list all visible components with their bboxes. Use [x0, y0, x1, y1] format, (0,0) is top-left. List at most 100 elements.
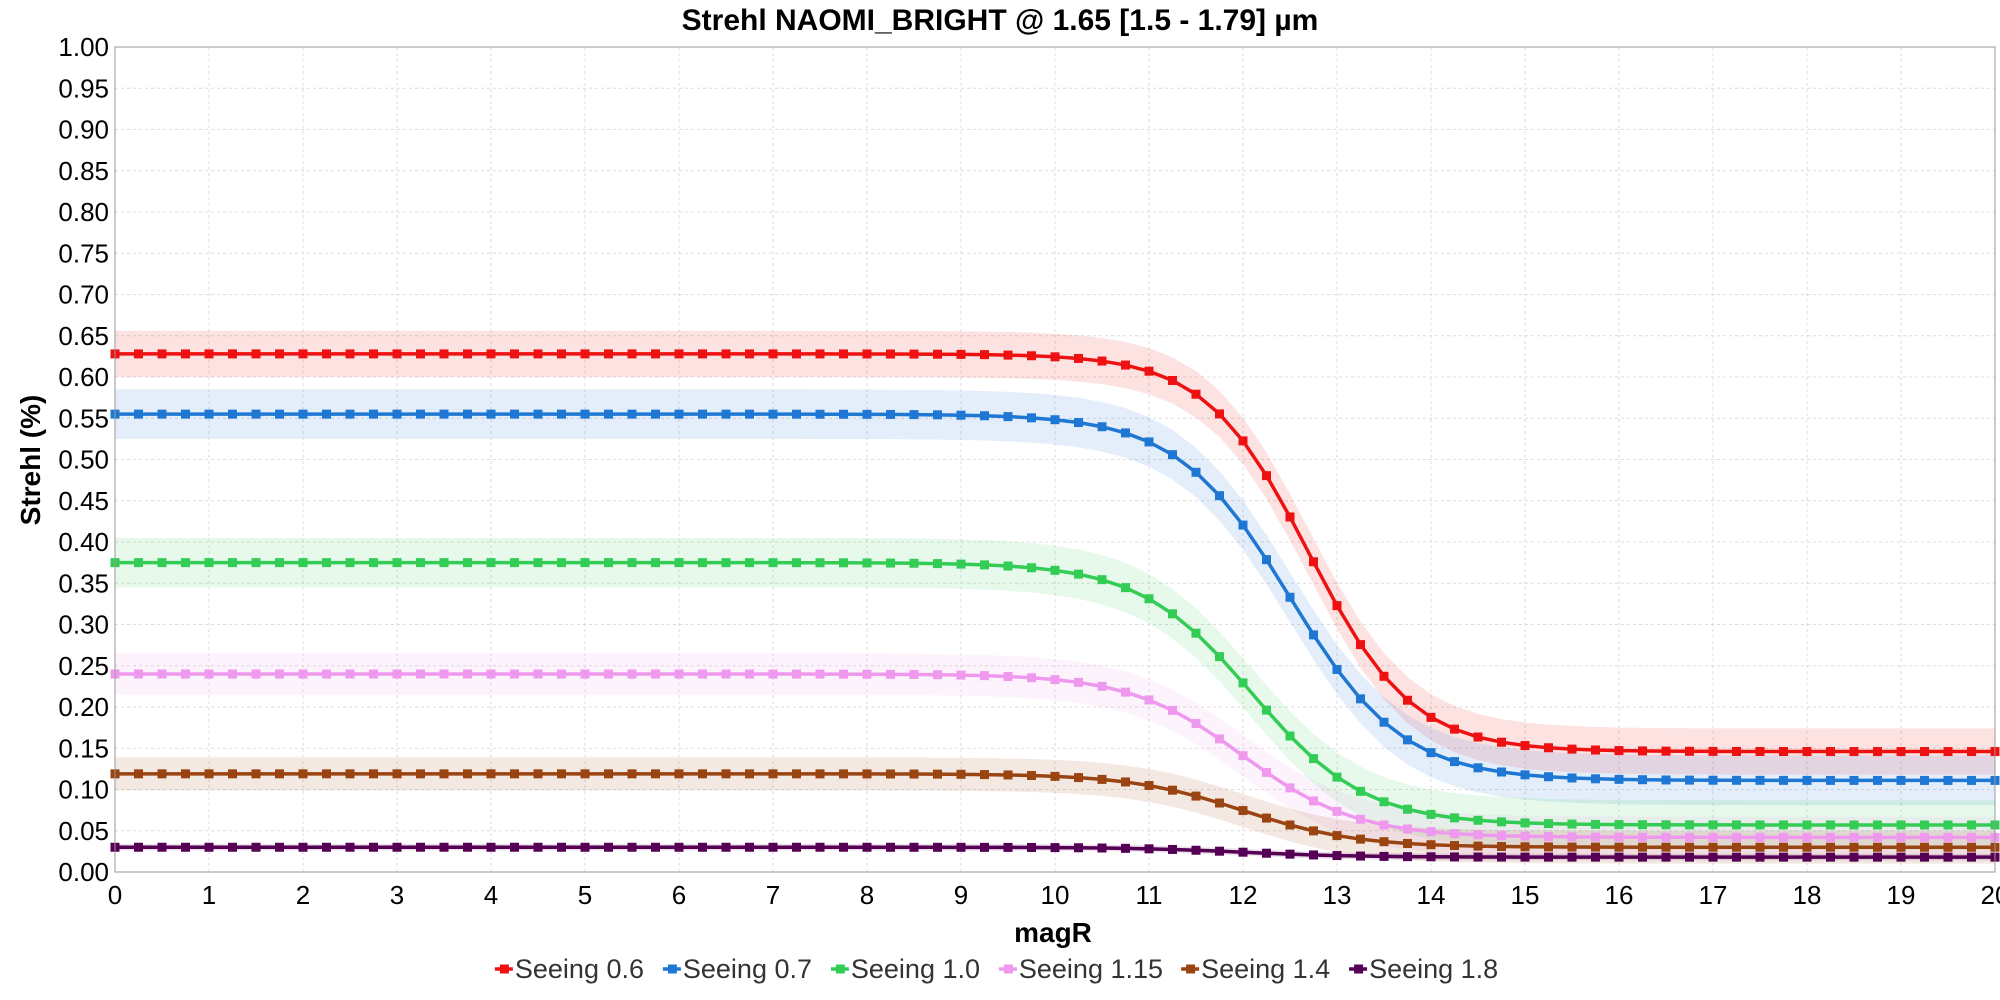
data-point [1121, 777, 1130, 787]
data-point [1426, 712, 1436, 722]
data-point [1262, 767, 1271, 777]
data-point [1638, 775, 1647, 785]
data-point [1520, 818, 1530, 828]
data-point [1403, 735, 1412, 745]
data-point [416, 769, 425, 779]
data-point [1826, 820, 1835, 830]
data-point [510, 769, 519, 779]
data-point [463, 409, 472, 419]
data-point [157, 769, 167, 779]
data-point [886, 349, 895, 359]
data-point [1356, 834, 1365, 844]
data-point [792, 558, 801, 568]
data-point [322, 409, 331, 419]
data-point [1191, 467, 1201, 477]
data-point [1144, 437, 1154, 447]
data-point [1685, 820, 1694, 830]
data-point [181, 842, 190, 852]
data-point [1826, 842, 1835, 852]
data-point [275, 669, 284, 679]
data-point [228, 558, 237, 568]
data-point [1050, 771, 1060, 781]
data-point [1802, 747, 1812, 757]
data-point [1003, 842, 1013, 852]
data-point [580, 669, 590, 679]
data-point [557, 669, 566, 679]
data-point [1050, 352, 1060, 362]
data-point [698, 558, 707, 568]
data-point [1050, 565, 1060, 575]
data-point [228, 769, 237, 779]
data-point [1849, 747, 1859, 757]
data-point [298, 842, 308, 852]
data-point [416, 409, 425, 419]
data-point [1849, 832, 1859, 842]
data-point [1027, 351, 1036, 361]
data-point [1943, 842, 1953, 852]
data-point [1661, 832, 1671, 842]
legend-item: Seeing 1.4 [1181, 954, 1330, 984]
data-point [745, 349, 754, 359]
data-point [1238, 678, 1248, 688]
data-point [1591, 819, 1600, 829]
data-point [1262, 471, 1271, 481]
data-point [1356, 851, 1365, 861]
data-point [580, 409, 590, 419]
y-tick-label: 0.90 [58, 115, 109, 145]
data-point [1403, 824, 1412, 834]
data-point [1097, 681, 1107, 691]
data-point [1097, 422, 1107, 432]
data-point [721, 669, 731, 679]
data-point [1732, 832, 1741, 842]
data-point [1168, 375, 1177, 385]
data-point [1544, 852, 1553, 862]
data-point [1003, 412, 1013, 422]
x-tick-label: 0 [108, 880, 122, 910]
data-point [275, 409, 284, 419]
data-point [698, 409, 707, 419]
data-point [228, 349, 237, 359]
y-tick-label: 0.75 [58, 238, 109, 268]
data-point [1567, 842, 1577, 852]
data-point [204, 669, 214, 679]
data-point [1168, 705, 1177, 715]
data-point [557, 558, 566, 568]
data-point [1943, 775, 1953, 785]
data-point [1027, 771, 1036, 781]
x-tick-label: 2 [296, 880, 310, 910]
data-point [134, 349, 143, 359]
data-point [1779, 832, 1788, 842]
data-point [1426, 827, 1436, 837]
data-point [1074, 843, 1083, 853]
data-point [1685, 746, 1694, 756]
data-point [463, 349, 472, 359]
data-point [1215, 652, 1224, 662]
data-point [1332, 664, 1342, 674]
data-point [463, 558, 472, 568]
data-point [1544, 819, 1553, 829]
data-point [1144, 366, 1154, 376]
data-point [1003, 561, 1013, 571]
data-point [674, 842, 684, 852]
data-point [251, 558, 261, 568]
data-point [1332, 772, 1342, 782]
data-point [815, 409, 825, 419]
data-point [1473, 815, 1483, 825]
x-tick-label: 9 [954, 880, 968, 910]
data-point [345, 769, 355, 779]
data-point [1262, 813, 1271, 823]
data-point [1168, 785, 1177, 795]
data-point [1567, 819, 1577, 829]
data-point [1050, 415, 1060, 425]
data-point [204, 558, 214, 568]
data-point [1074, 773, 1083, 783]
data-point [1873, 820, 1882, 830]
data-point [862, 842, 872, 852]
data-point [862, 769, 872, 779]
data-point [533, 349, 543, 359]
data-point [1755, 775, 1765, 785]
data-point [228, 409, 237, 419]
data-point [580, 842, 590, 852]
data-point [157, 842, 167, 852]
data-point [1685, 852, 1694, 862]
